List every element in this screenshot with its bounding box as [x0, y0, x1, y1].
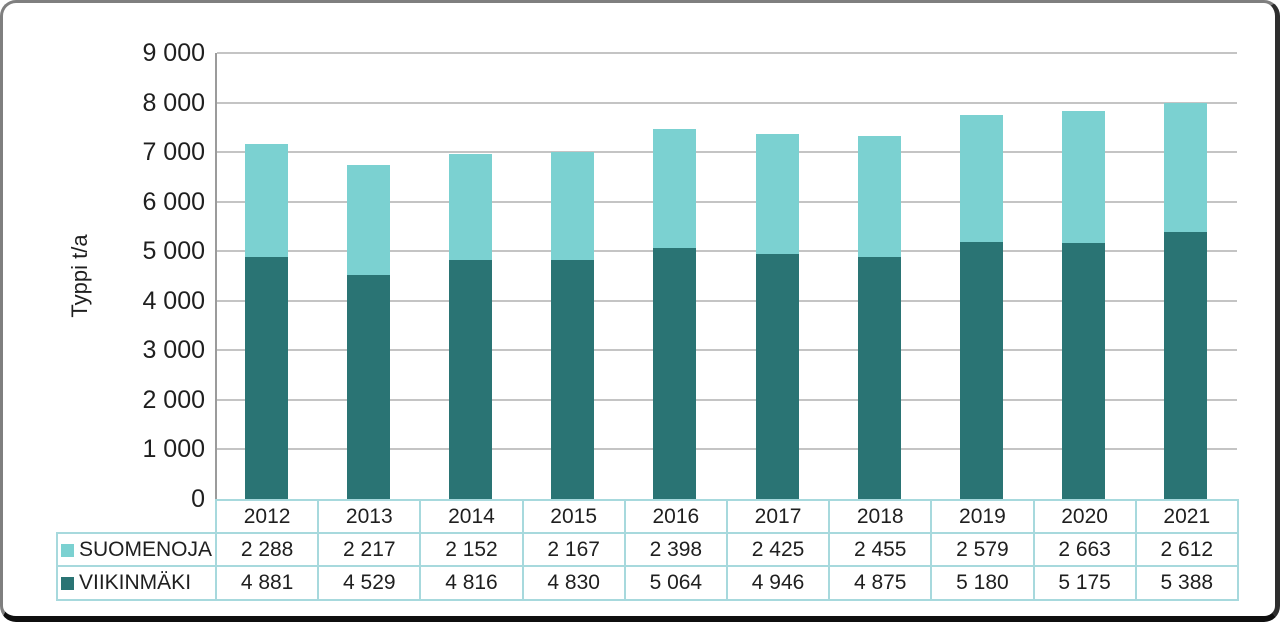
year-header-cell: 2016	[623, 499, 728, 534]
bar-segment-suomenoja	[346, 164, 390, 275]
bar-segment-suomenoja	[1164, 102, 1208, 232]
year-header-cell: 2015	[521, 499, 626, 534]
y-tick-label: 7 000	[142, 138, 205, 167]
y-tick-label: 6 000	[142, 187, 205, 216]
bar-2013	[346, 164, 390, 499]
series-name: VIIKINMÄKI	[79, 571, 192, 594]
legend-row-header-suomenoja: SUOMENOJA	[56, 532, 217, 567]
legend-swatch-icon	[61, 577, 74, 590]
value-cell: 2 579	[930, 532, 1035, 567]
bar-segment-suomenoja	[755, 133, 799, 254]
value-cell: 2 167	[521, 532, 626, 567]
bar-segment-viikinmaki	[244, 257, 288, 499]
year-header-cell: 2021	[1134, 499, 1239, 534]
bar-segment-suomenoja	[653, 129, 697, 249]
value-cell: 2 612	[1134, 532, 1239, 567]
gridline	[217, 349, 1237, 352]
gridline	[217, 250, 1237, 253]
year-header-cell: 2020	[1032, 499, 1137, 534]
year-header-cell: 2019	[930, 499, 1035, 534]
table-row: SUOMENOJA 2 288 2 217 2 152 2 167 2 398 2 425 2…	[56, 532, 1239, 567]
data-table-legend: 2012 2013 2014 2015 2016 2017 2018 2019 2020 2021…	[56, 499, 1239, 601]
year-header-cell: 2017	[725, 499, 831, 534]
table-spacer-cell	[57, 500, 216, 533]
bar-2014	[449, 153, 492, 499]
value-cell: 4 529	[317, 565, 422, 601]
value-cell: 5 064	[623, 565, 728, 601]
bar-segment-viikinmaki	[1062, 242, 1106, 499]
year-header-cell: 2012	[214, 499, 320, 534]
value-cell: 4 946	[725, 565, 831, 601]
y-tick-label: 9 000	[142, 39, 205, 67]
y-tick-label: 1 000	[142, 435, 205, 464]
value-cell: 4 875	[828, 565, 933, 601]
value-cell: 5 388	[1134, 565, 1239, 601]
value-cell: 2 217	[317, 532, 422, 567]
bar-2019	[960, 114, 1003, 499]
series-name: SUOMENOJA	[79, 537, 213, 561]
bar-2016	[653, 129, 697, 499]
y-tick-label: 5 000	[142, 237, 205, 266]
legend-row-header-viikinmaki: VIIKINMÄKI	[56, 565, 217, 601]
bar-2018	[857, 135, 901, 499]
bar-segment-suomenoja	[449, 153, 492, 261]
y-tick-label: 2 000	[142, 385, 205, 414]
bar-segment-suomenoja	[1062, 110, 1106, 243]
value-cell: 2 663	[1032, 532, 1137, 567]
y-tick-label: 0	[191, 485, 205, 513]
value-cell: 2 152	[419, 532, 524, 567]
value-cell: 4 816	[419, 565, 524, 601]
year-header-cell: 2018	[828, 499, 933, 534]
gridline	[217, 200, 1237, 203]
bar-2012	[244, 143, 288, 499]
gridline	[217, 448, 1237, 451]
bar-segment-suomenoja	[244, 143, 288, 258]
value-cell: 2 288	[214, 532, 320, 567]
bar-segment-viikinmaki	[551, 259, 595, 499]
bar-segment-viikinmaki	[653, 248, 697, 499]
bar-segment-viikinmaki	[755, 253, 799, 499]
bar-2017	[755, 133, 799, 499]
gridline	[217, 52, 1237, 54]
value-cell: 5 180	[930, 565, 1035, 601]
table-row: VIIKINMÄKI 4 881 4 529 4 816 4 830 5 064 4 946…	[56, 565, 1239, 601]
bar-2021	[1164, 102, 1208, 499]
legend-swatch-icon	[61, 543, 74, 557]
gridline	[217, 151, 1237, 154]
year-header-cell: 2013	[317, 499, 422, 534]
bar-segment-viikinmaki	[449, 260, 492, 499]
plot-area	[215, 52, 1237, 499]
value-cell: 4 881	[214, 565, 320, 601]
bar-segment-viikinmaki	[857, 257, 901, 499]
bar-segment-viikinmaki	[960, 242, 1003, 499]
bar-2020	[1062, 110, 1106, 499]
bar-segment-suomenoja	[551, 152, 595, 260]
gridline	[217, 398, 1237, 401]
y-axis-title: Typpi t/a	[67, 234, 92, 318]
y-tick-label: 8 000	[142, 88, 205, 117]
value-cell: 4 830	[521, 565, 626, 601]
bar-segment-suomenoja	[960, 114, 1003, 243]
gridline	[217, 101, 1237, 104]
value-cell: 5 175	[1032, 565, 1137, 601]
bar-segment-viikinmaki	[346, 274, 390, 499]
gridline	[217, 299, 1237, 302]
y-tick-label: 3 000	[142, 336, 205, 365]
bar-2015	[551, 152, 595, 499]
bar-segment-suomenoja	[857, 135, 901, 258]
year-header-cell: 2014	[419, 499, 524, 534]
value-cell: 2 398	[623, 532, 728, 567]
bar-segment-viikinmaki	[1164, 232, 1208, 499]
value-cell: 2 455	[828, 532, 933, 567]
value-cell: 2 425	[725, 532, 831, 567]
y-tick-label: 4 000	[142, 286, 205, 315]
